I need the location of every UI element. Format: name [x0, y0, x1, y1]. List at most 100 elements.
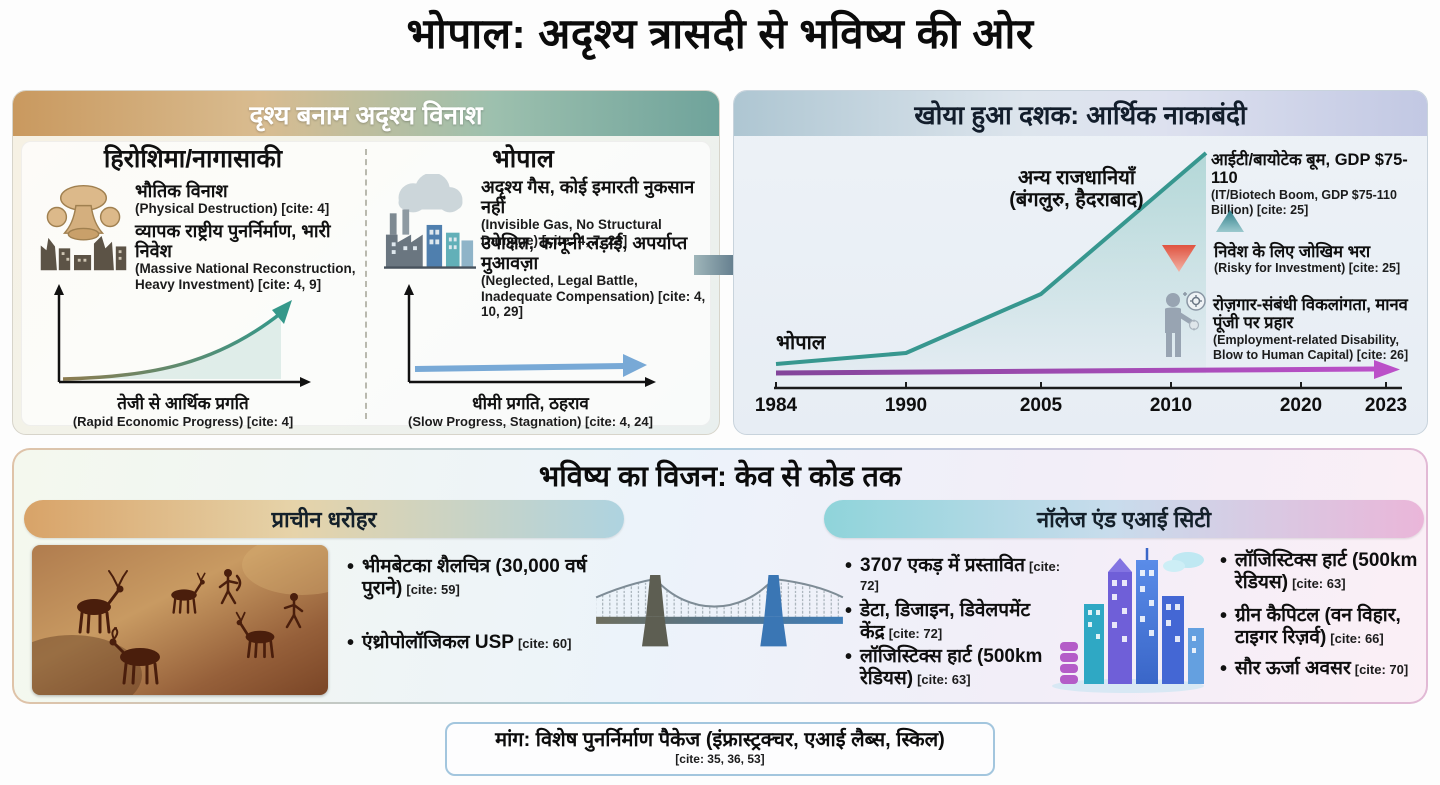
point-text-hindi: उपेक्षित, कानूनी लड़ाई, अपर्याप्त मुआवज़… — [481, 233, 688, 274]
x-axis-ticks — [775, 382, 1387, 388]
economic-trend-chart — [774, 151, 1402, 390]
demand-text: मांग: विशेष पुनर्निर्माण पैकेज (इंफ्रास्… — [495, 729, 945, 751]
column-divider — [365, 149, 367, 419]
annotation-english: (IT/Biotech Boom, GDP $75-110 Billion) [… — [1211, 187, 1397, 217]
annotation-hindi: रोज़गार-संबंधी विकलांगता, मानव पूंजी पर … — [1213, 296, 1408, 333]
bullet-text: लॉजिस्टिक्स हार्ट (500km रेडियस) — [1235, 550, 1418, 593]
other-capitals-line1: अन्य राजधानियाँ — [1017, 167, 1136, 189]
stagnation-chart — [404, 284, 656, 387]
future-vision-panel: भविष्य का विजन: केव से कोड तक प्राचीन धर… — [12, 448, 1428, 704]
other-capitals-line — [775, 151, 1208, 366]
ai-city-bullet-3: • लॉजिस्टिक्स हार्ट (500km रेडियस) [cite:… — [845, 646, 1063, 690]
bullet-text: डेटा, डिजाइन, डिवेलपमेंट केंद्र — [860, 600, 1031, 643]
demand-cite: [cite: 35, 36, 53] — [675, 752, 765, 766]
lost-decade-panel: खोया हुआ दशक: आर्थिक नाकाबंदी — [733, 90, 1428, 435]
caption-hindi: तेजी से आर्थिक प्रगति — [117, 394, 249, 413]
future-vision-title: भविष्य का विजन: केव से कोड तक — [538, 461, 902, 493]
comparison-panel: दृश्य बनाम अदृश्य विनाश हिरोशिमा/नागासाक… — [12, 90, 720, 435]
year-tick-2010: 2010 — [1149, 395, 1193, 416]
ai-city-bullet-5: • ग्रीन कैपिटल (वन विहार, टाइगर रिज़र्व)… — [1220, 605, 1440, 649]
bullet-cite: [cite: 66] — [1330, 630, 1384, 646]
cave-painting-art — [32, 545, 328, 695]
ai-city-bullet-1: • 3707 एकड़ में प्रस्तावित [cite: 72] — [845, 555, 1063, 595]
year-tick-2020: 2020 — [1279, 395, 1323, 416]
bullet-text: लॉजिस्टिक्स हार्ट (500km रेडियस) — [860, 646, 1043, 689]
it-boom-annotation: आईटी/बायोटेक बूम, GDP $75-110 (IT/Biotec… — [1211, 151, 1429, 217]
bullet-cite: [cite: 63] — [1292, 575, 1346, 591]
bullet-cite: [cite: 63] — [917, 671, 971, 687]
year-tick-2005: 2005 — [1019, 395, 1063, 416]
other-capitals-area — [776, 153, 1206, 374]
hiroshima-point-2: व्यापक राष्ट्रीय पुनर्निर्माण, भारी निवे… — [135, 221, 363, 292]
bullet-text: ग्रीन कैपिटल (वन विहार, टाइगर रिज़र्व) — [1235, 605, 1401, 648]
bridge-illustration — [595, 574, 844, 647]
bullet-icon: • — [347, 556, 355, 578]
bhopal-line-label: भोपाल — [776, 332, 826, 354]
comparison-panel-header: दृश्य बनाम अदृश्य विनाश — [13, 91, 719, 136]
bhopal-point-1: अदृश्य गैस, कोई इमारती नुकसान नहीं (Invi… — [481, 177, 709, 248]
page-title: भोपाल: अदृश्य त्रासदी से भविष्य की ओर — [406, 10, 1034, 57]
risky-annotation: निवेश के लिए जोखिम भरा (Risky for Invest… — [1214, 243, 1432, 276]
point-text-english: (Physical Destruction) [cite: 4] — [135, 201, 330, 217]
bullet-text: सौर ऊर्जा अवसर — [1235, 658, 1351, 679]
bullet-text: 3707 एकड़ में प्रस्तावित — [860, 555, 1026, 576]
bullet-cite: [cite: 59] — [406, 581, 460, 597]
point-text-hindi: अदृश्य गैस, कोई इमारती नुकसान नहीं — [481, 177, 695, 218]
bullet-cite: [cite: 70] — [1354, 662, 1409, 677]
year-tick-1990: 1990 — [884, 395, 928, 416]
annotation-english: (Employment-related Disability, Blow to … — [1213, 332, 1409, 362]
annotation-english: (Risky for Investment) [cite: 25] — [1214, 261, 1401, 276]
bullet-icon: • — [845, 555, 853, 577]
caption-hindi: धीमी प्रगति, ठहराव — [472, 394, 589, 413]
lost-decade-header: खोया हुआ दशक: आर्थिक नाकाबंदी — [734, 91, 1427, 136]
bullet-cite: [cite: 60] — [517, 636, 572, 651]
rapid-growth-chart — [54, 284, 311, 387]
disability-annotation: रोज़गार-संबंधी विकलांगता, मानव पूंजी पर … — [1213, 296, 1431, 362]
bullet-icon: • — [1220, 605, 1228, 627]
bullet-cite: [cite: 72] — [860, 559, 1061, 593]
ai-city-bullet-2: • डेटा, डिजाइन, डिवेलपमेंट केंद्र [cite: … — [845, 600, 1063, 644]
bhopal-flat-line — [775, 366, 1375, 376]
person-icon — [1165, 291, 1206, 357]
point-text-english: (Massive National Reconstruction, Heavy … — [135, 261, 356, 292]
hiroshima-heading: हिरोशिमा/नागासाकी — [103, 145, 283, 173]
factory-gas-icon — [384, 174, 476, 269]
bullet-text: एंथ्रोपोलॉजिकल USP — [362, 632, 514, 653]
year-tick-2023: 2023 — [1364, 395, 1408, 416]
cave-painting-image — [32, 545, 328, 695]
demand-box: मांग: विशेष पुनर्निर्माण पैकेज (इंफ्रास्… — [445, 722, 995, 776]
bullet-icon: • — [1220, 550, 1228, 572]
point-text-english: (Invisible Gas, No Structural Damage) [c… — [481, 217, 662, 248]
future-vision-body: भविष्य का विजन: केव से कोड तक प्राचीन धर… — [14, 450, 1426, 702]
bullet-icon: • — [347, 632, 355, 654]
up-triangle-icon — [1216, 210, 1244, 232]
bullet-icon: • — [845, 600, 853, 622]
heritage-bullet-2: • एंथ्रोपोलॉजिकल USP [cite: 60] — [347, 632, 612, 655]
bhopal-heading: भोपाल — [492, 145, 554, 173]
bhopal-arrowhead — [1374, 360, 1400, 379]
heritage-bullet-1: • भीमबेटका शैलचित्र (30,000 वर्ष पुराने)… — [347, 556, 612, 600]
point-text-hindi: व्यापक राष्ट्रीय पुनर्निर्माण, भारी निवे… — [135, 221, 331, 262]
bullet-icon: • — [1220, 658, 1228, 680]
bullet-icon: • — [845, 646, 853, 668]
annotation-hindi: निवेश के लिए जोखिम भरा — [1214, 243, 1371, 261]
hiroshima-point-1: भौतिक विनाश (Physical Destruction) [cite… — [135, 181, 363, 217]
stagnation-chart-caption: धीमी प्रगति, ठहराव (Slow Progress, Stagn… — [393, 394, 668, 429]
point-text-hindi: भौतिक विनाश — [135, 181, 228, 201]
year-tick-1984: 1984 — [754, 395, 798, 416]
bhopal-point-2: उपेक्षित, कानूनी लड़ाई, अपर्याप्त मुआवज़… — [481, 233, 709, 320]
ai-city-illustration — [1052, 548, 1204, 693]
down-triangle-icon — [1162, 245, 1196, 272]
annotation-hindi: आईटी/बायोटेक बूम, GDP $75-110 — [1211, 151, 1408, 188]
other-capitals-line2: (बंगलुरु, हैदराबाद) — [1009, 189, 1144, 212]
ai-city-bullet-6: • सौर ऊर्जा अवसर [cite: 70] — [1220, 658, 1440, 681]
bullet-cite: [cite: 72] — [888, 625, 943, 641]
caption-english: (Rapid Economic Progress) [cite: 4] — [72, 413, 294, 429]
growth-chart-caption: तेजी से आर्थिक प्रगति (Rapid Economic Pr… — [43, 394, 323, 429]
caption-english: (Slow Progress, Stagnation) [cite: 4, 24… — [408, 413, 653, 429]
heritage-pill: प्राचीन धरोहर — [24, 500, 624, 538]
other-capitals-label: अन्य राजधानियाँ (बंगलुरु, हैदराबाद) — [974, 167, 1179, 212]
ai-city-pill: नॉलेज एंड एआई सिटी — [824, 500, 1424, 538]
ai-city-bullet-4: • लॉजिस्टिक्स हार्ट (500km रेडियस) [cite:… — [1220, 550, 1440, 594]
